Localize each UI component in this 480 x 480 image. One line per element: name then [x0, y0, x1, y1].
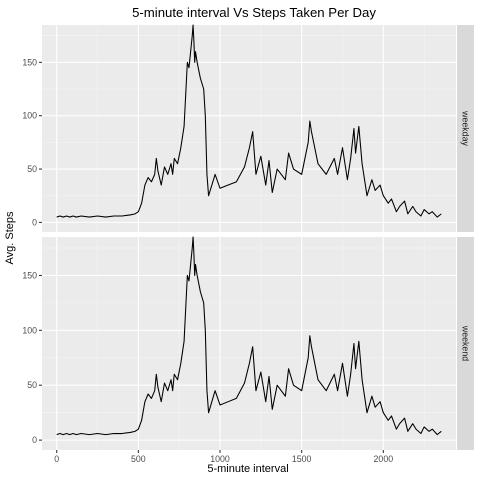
panel-background [42, 25, 456, 232]
chart-title: 5-minute interval Vs Steps Taken Per Day [132, 5, 376, 20]
y-tick-label: 0 [32, 217, 37, 227]
x-axis-title: 5-minute interval [207, 463, 288, 475]
x-tick-label: 1500 [292, 454, 312, 464]
y-axis-title: Avg. Steps [4, 211, 16, 264]
facet-strip-label: weekend [461, 325, 471, 361]
y-tick-label: 50 [27, 164, 37, 174]
y-tick-label: 150 [22, 270, 37, 280]
x-tick-label: 500 [131, 454, 146, 464]
series-line-weekday [56, 24, 442, 218]
x-tick-label: 2000 [374, 454, 394, 464]
facet-panel-weekday: 0 50 100 150 weekday [22, 24, 474, 232]
series-line-weekend [56, 236, 442, 436]
facet-panel-weekend: 0 50 100 150 weekend 0 500 1000 1500 2000 [22, 236, 474, 464]
facet-strip-label: weekday [461, 110, 471, 146]
y-tick-label: 100 [22, 325, 37, 335]
x-tick-label: 1000 [210, 454, 230, 464]
y-tick-label: 0 [32, 435, 37, 445]
y-tick-label: 50 [27, 380, 37, 390]
x-tick-label: 0 [54, 454, 59, 464]
y-tick-label: 150 [22, 57, 37, 67]
y-tick-label: 100 [22, 111, 37, 121]
facet-panels: 0 50 100 150 weekday 0 50 100 150 weekend 0 500 1000… [22, 24, 474, 464]
panel-background [42, 237, 456, 450]
facet-strip [457, 237, 474, 450]
facet-strip [457, 25, 474, 232]
